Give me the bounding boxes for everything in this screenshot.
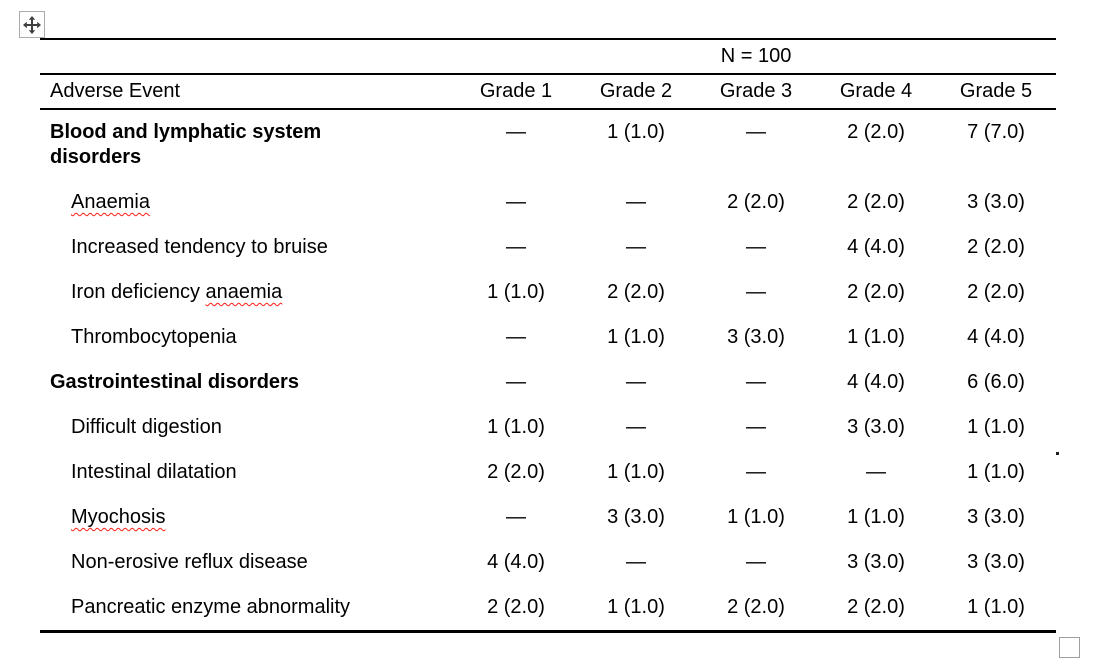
grade-value-cell[interactable]: 2 (2.0) (487, 596, 545, 618)
grade-value-cell[interactable]: — (626, 416, 646, 438)
grade-value-cell[interactable]: 3 (3.0) (967, 551, 1025, 573)
grade-value-cell[interactable]: 2 (2.0) (967, 281, 1025, 303)
grade-value-cell[interactable]: — (746, 236, 766, 258)
grade-value-cell[interactable]: 1 (1.0) (607, 326, 665, 348)
grade-value-cell[interactable]: 4 (4.0) (847, 371, 905, 393)
table-row: Gastrointestinal disorders — — — 4 (4.0) 6 (6… (40, 360, 1056, 405)
grade-value-cell[interactable]: — (746, 121, 766, 143)
grade-value-cell[interactable]: — (746, 461, 766, 483)
grade-value-cell[interactable]: — (506, 371, 526, 393)
column-header-grade-4[interactable]: Grade 4 (816, 74, 936, 110)
grade-value-cell[interactable]: 2 (2.0) (847, 281, 905, 303)
table-row: Anaemia — — 2 (2.0) 2 (2.0) 3 (3.0) (40, 180, 1056, 225)
move-icon (23, 15, 41, 34)
grade-value-cell[interactable]: 1 (1.0) (847, 506, 905, 528)
grade-value-cell[interactable]: 2 (2.0) (847, 191, 905, 213)
column-header-row: Adverse Event Grade 1 Grade 2 Grade 3 Grade … (40, 74, 1057, 110)
grade-value-cell[interactable]: 1 (1.0) (607, 596, 665, 618)
adverse-event-label[interactable]: Non-erosive reflux disease (71, 551, 308, 573)
table-row: Pancreatic enzyme abnormality 2 (2.0) 1 (1… (40, 585, 1056, 632)
grade-value-cell[interactable]: 1 (1.0) (967, 596, 1025, 618)
grade-value-cell[interactable]: 3 (3.0) (847, 416, 905, 438)
n-total-row: N = 100 (40, 39, 1057, 75)
table-move-handle[interactable] (19, 11, 45, 38)
grade-value-cell[interactable]: — (746, 371, 766, 393)
adverse-event-label[interactable]: Difficult digestion (71, 416, 222, 438)
stray-mark (1056, 452, 1059, 455)
table-resize-handle[interactable] (1059, 637, 1080, 658)
grade-value-cell[interactable]: — (506, 121, 526, 143)
grade-value-cell[interactable]: — (746, 551, 766, 573)
grade-value-cell[interactable]: 2 (2.0) (607, 281, 665, 303)
grade-value-cell[interactable]: 7 (7.0) (967, 121, 1025, 143)
grade-value-cell[interactable]: 4 (4.0) (487, 551, 545, 573)
table-row: Non-erosive reflux disease 4 (4.0) — — 3 (3.… (40, 540, 1056, 585)
n-row-empty-cell[interactable] (40, 39, 456, 75)
grade-value-cell[interactable]: — (626, 371, 646, 393)
table-row: Increased tendency to bruise — — — 4 (4.0) 2 … (40, 225, 1056, 270)
grade-value-cell[interactable]: 1 (1.0) (967, 461, 1025, 483)
column-header-grade-5[interactable]: Grade 5 (936, 74, 1057, 110)
grade-value-cell[interactable]: — (506, 326, 526, 348)
grade-value-cell[interactable]: — (746, 281, 766, 303)
grade-value-cell[interactable]: 4 (4.0) (847, 236, 905, 258)
grade-value-cell[interactable]: 3 (3.0) (967, 191, 1025, 213)
grade-value-cell[interactable]: — (626, 236, 646, 258)
misspelled-word[interactable]: anaemia (205, 281, 283, 303)
n-total-cell[interactable]: N = 100 (456, 39, 1057, 75)
table-row: Myochosis — 3 (3.0) 1 (1.0) 1 (1.0) 3 (3.0) (40, 495, 1056, 540)
grade-value-cell[interactable]: 2 (2.0) (847, 121, 905, 143)
adverse-event-label[interactable]: Myochosis (40, 495, 456, 540)
adverse-event-label[interactable]: Gastrointestinal disorders (50, 371, 299, 393)
misspelled-word[interactable]: Myochosis (71, 506, 166, 528)
grade-value-cell[interactable]: 1 (1.0) (487, 416, 545, 438)
adverse-event-label[interactable]: Thrombocytopenia (71, 326, 237, 348)
grade-value-cell[interactable]: — (506, 506, 526, 528)
table-row: Intestinal dilatation 2 (2.0) 1 (1.0) — — 1 (… (40, 450, 1056, 495)
grade-value-cell[interactable]: 1 (1.0) (727, 506, 785, 528)
grade-value-cell[interactable]: 3 (3.0) (847, 551, 905, 573)
grade-value-cell[interactable]: 4 (4.0) (967, 326, 1025, 348)
adverse-event-label[interactable]: Anaemia (40, 180, 456, 225)
table-row: Blood and lymphatic system disorders — 1 (… (40, 109, 1056, 180)
grade-value-cell[interactable]: 6 (6.0) (967, 371, 1025, 393)
grade-value-cell[interactable]: 3 (3.0) (967, 506, 1025, 528)
column-header-grade-1[interactable]: Grade 1 (456, 74, 576, 110)
column-header-adverse-event[interactable]: Adverse Event (40, 74, 456, 110)
table-row: Iron deficiency anaemia 1 (1.0) 2 (2.0) — 2 … (40, 270, 1056, 315)
grade-value-cell[interactable]: 2 (2.0) (847, 596, 905, 618)
grade-value-cell[interactable]: 2 (2.0) (487, 461, 545, 483)
grade-value-cell[interactable]: 1 (1.0) (847, 326, 905, 348)
grade-value-cell[interactable]: 3 (3.0) (727, 326, 785, 348)
grade-value-cell[interactable]: 2 (2.0) (967, 236, 1025, 258)
grade-value-cell[interactable]: — (626, 191, 646, 213)
grade-value-cell[interactable]: — (626, 551, 646, 573)
adverse-event-label[interactable]: Blood and lymphatic system disorders (50, 121, 322, 168)
adverse-events-table: N = 100 Adverse Event Grade 1 Grade 2 Grade… (40, 38, 1057, 633)
misspelled-word[interactable]: Anaemia (71, 191, 150, 213)
grade-value-cell[interactable]: 1 (1.0) (607, 121, 665, 143)
grade-value-cell[interactable]: — (866, 461, 886, 483)
grade-value-cell[interactable]: 3 (3.0) (607, 506, 665, 528)
grade-value-cell[interactable]: — (506, 236, 526, 258)
table-row: Thrombocytopenia — 1 (1.0) 3 (3.0) 1 (1.0) 4 … (40, 315, 1056, 360)
grade-value-cell[interactable]: — (746, 416, 766, 438)
adverse-event-label[interactable]: Iron deficiency anaemia (71, 281, 283, 303)
grade-value-cell[interactable]: — (506, 191, 526, 213)
grade-value-cell[interactable]: 1 (1.0) (967, 416, 1025, 438)
adverse-event-label[interactable]: Pancreatic enzyme abnormality (71, 596, 351, 618)
grade-value-cell[interactable]: 2 (2.0) (727, 191, 785, 213)
column-header-grade-2[interactable]: Grade 2 (576, 74, 696, 110)
grade-value-cell[interactable]: 1 (1.0) (607, 461, 665, 483)
grade-value-cell[interactable]: 1 (1.0) (487, 281, 545, 303)
column-header-grade-3[interactable]: Grade 3 (696, 74, 816, 110)
adverse-event-label[interactable]: Intestinal dilatation (71, 461, 237, 483)
table-row: Difficult digestion 1 (1.0) — — 3 (3.0) 1 (1.… (40, 405, 1056, 450)
adverse-event-label[interactable]: Increased tendency to bruise (71, 236, 328, 258)
grade-value-cell[interactable]: 2 (2.0) (727, 596, 785, 618)
